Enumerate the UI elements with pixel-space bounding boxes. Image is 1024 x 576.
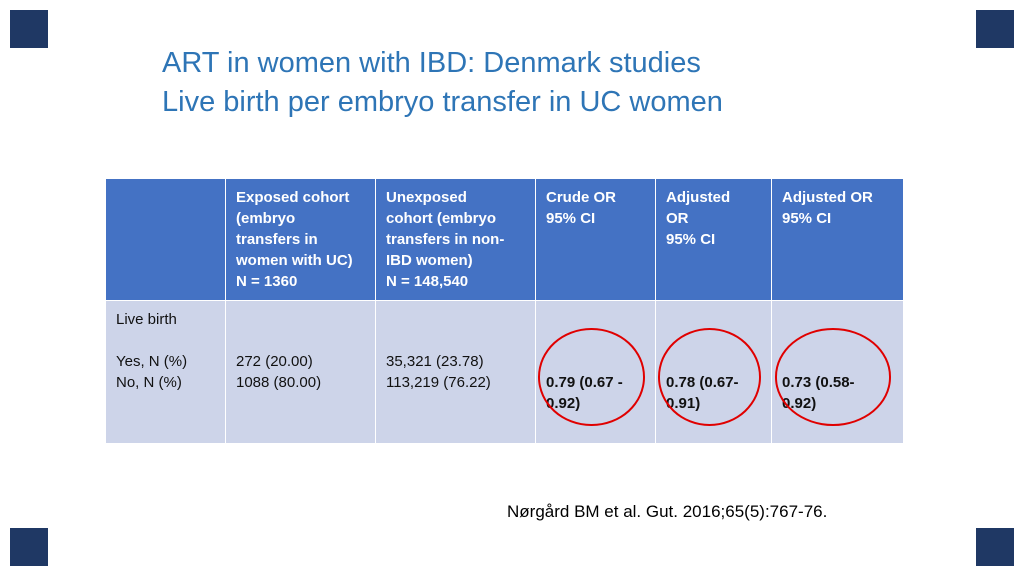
slide-title-line2: Live birth per embryo transfer in UC wom… (162, 86, 723, 118)
corner-square-bottom-right (976, 528, 1014, 566)
crude-or-value: 0.79 (0.67 - 0.92) (546, 374, 623, 412)
cell-exposed-values: 272 (20.00) 1088 (80.00) (225, 300, 376, 444)
header-cell-rowlabel (105, 178, 226, 301)
cell-crude-or-value: 0.79 (0.67 - 0.92) (535, 300, 656, 444)
header-cell-crude-or: Crude OR 95% CI (535, 178, 656, 301)
slide-title-line1: ART in women with IBD: Denmark studies (162, 47, 701, 79)
results-table: Exposed cohort (embryo transfers in wome… (105, 178, 904, 444)
table-header-row: Exposed cohort (embryo transfers in wome… (105, 178, 904, 301)
cell-adjusted-or-1-value: 0.78 (0.67- 0.91) (655, 300, 772, 444)
cell-live-birth-labels: Live birth Yes, N (%) No, N (%) (105, 300, 226, 444)
header-cell-unexposed-cohort: Unexposed cohort (embryo transfers in no… (375, 178, 536, 301)
corner-square-bottom-left (10, 528, 48, 566)
corner-square-top-left (10, 10, 48, 48)
header-cell-adjusted-or-1: Adjusted OR 95% CI (655, 178, 772, 301)
cell-unexposed-values: 35,321 (23.78) 113,219 (76.22) (375, 300, 536, 444)
corner-square-top-right (976, 10, 1014, 48)
adjusted-or-2-value: 0.73 (0.58- 0.92) (782, 374, 855, 412)
adjusted-or-1-value: 0.78 (0.67- 0.91) (666, 374, 739, 412)
table-body-row: Live birth Yes, N (%) No, N (%) 272 (20.… (105, 300, 904, 444)
header-cell-adjusted-or-2: Adjusted OR 95% CI (771, 178, 904, 301)
cell-adjusted-or-2-value: 0.73 (0.58- 0.92) (771, 300, 904, 444)
slide-title: ART in women with IBD: Denmark studies L… (162, 44, 723, 122)
citation-text: Nørgård BM et al. Gut. 2016;65(5):767-76… (507, 502, 828, 521)
header-cell-exposed-cohort: Exposed cohort (embryo transfers in wome… (225, 178, 376, 301)
